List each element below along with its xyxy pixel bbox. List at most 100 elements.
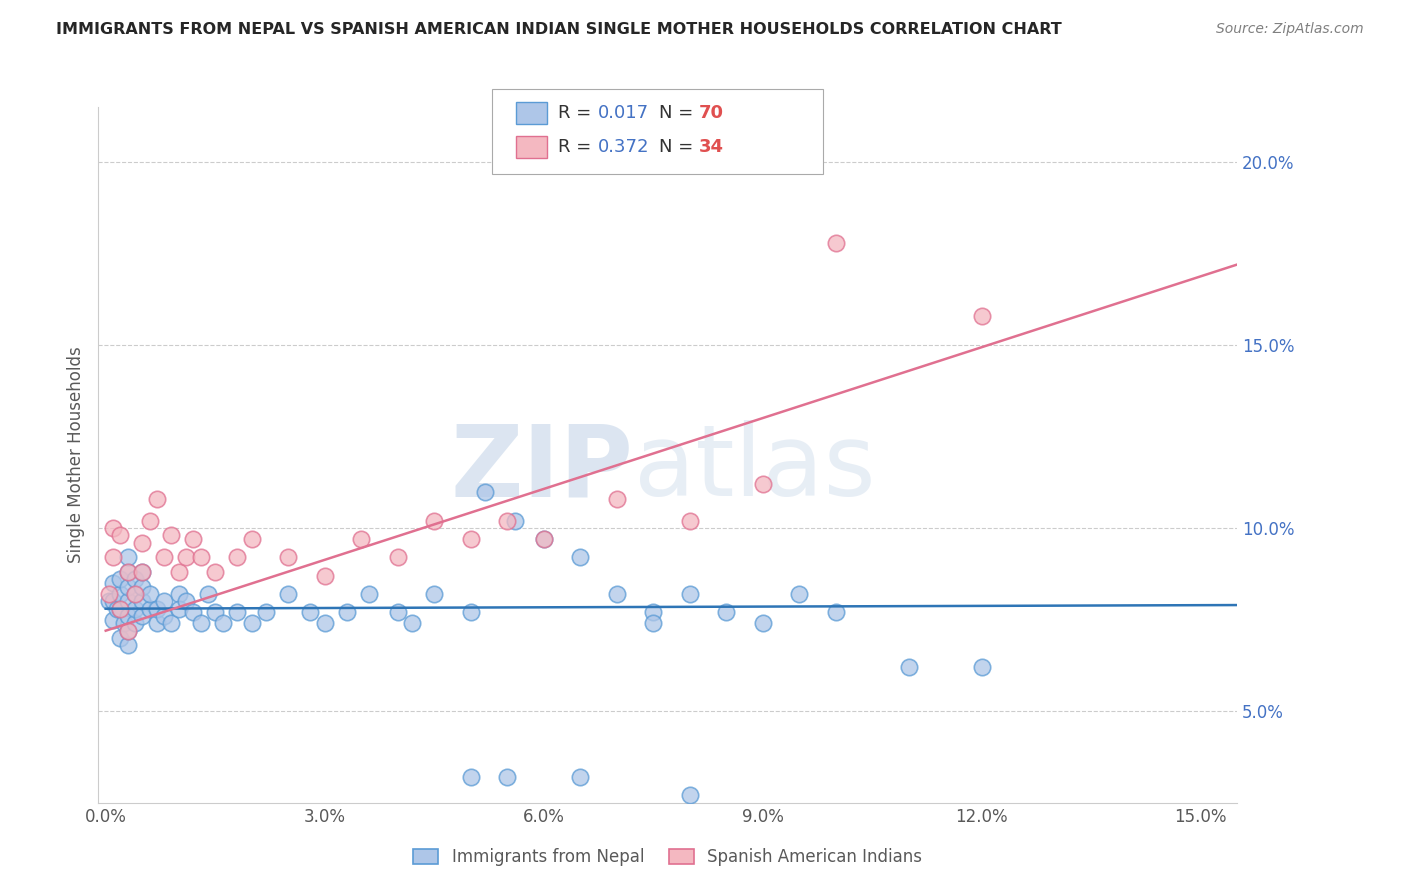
Point bbox=[679, 587, 702, 601]
Point bbox=[387, 606, 409, 620]
Point bbox=[153, 550, 176, 565]
Point bbox=[496, 770, 519, 784]
Point bbox=[117, 609, 139, 624]
Text: 70: 70 bbox=[699, 104, 724, 122]
Point bbox=[117, 550, 139, 565]
Point bbox=[350, 532, 373, 546]
Point bbox=[117, 624, 139, 638]
Point bbox=[569, 550, 592, 565]
Point bbox=[138, 601, 160, 615]
Legend: Immigrants from Nepal, Spanish American Indians: Immigrants from Nepal, Spanish American … bbox=[405, 839, 931, 874]
Point bbox=[606, 587, 628, 601]
Point bbox=[124, 601, 146, 615]
Point bbox=[423, 514, 446, 528]
Point bbox=[240, 532, 263, 546]
Point bbox=[897, 660, 920, 674]
Point bbox=[970, 309, 993, 323]
Point bbox=[824, 606, 846, 620]
Point bbox=[98, 594, 121, 608]
Point bbox=[138, 514, 160, 528]
Point bbox=[204, 565, 226, 579]
Point bbox=[131, 565, 153, 579]
Point bbox=[357, 587, 380, 601]
Point bbox=[160, 616, 183, 631]
Text: ZIP: ZIP bbox=[451, 420, 634, 517]
Point bbox=[643, 606, 665, 620]
Point bbox=[401, 616, 423, 631]
Point bbox=[153, 594, 176, 608]
Text: N =: N = bbox=[659, 104, 699, 122]
Point bbox=[167, 587, 190, 601]
Point bbox=[314, 616, 336, 631]
Text: R =: R = bbox=[558, 138, 598, 156]
Point bbox=[101, 550, 124, 565]
Point bbox=[146, 601, 169, 615]
Point bbox=[679, 789, 702, 803]
Point bbox=[183, 606, 205, 620]
Point bbox=[110, 587, 132, 601]
Point bbox=[423, 587, 446, 601]
Point bbox=[131, 609, 153, 624]
Point bbox=[190, 550, 212, 565]
Point bbox=[211, 616, 233, 631]
Text: Source: ZipAtlas.com: Source: ZipAtlas.com bbox=[1216, 22, 1364, 37]
Point bbox=[679, 514, 702, 528]
Y-axis label: Single Mother Households: Single Mother Households bbox=[66, 347, 84, 563]
Point bbox=[716, 606, 738, 620]
Point bbox=[131, 580, 153, 594]
Point bbox=[277, 550, 299, 565]
Point bbox=[174, 550, 197, 565]
Text: 34: 34 bbox=[699, 138, 724, 156]
Point bbox=[606, 491, 628, 506]
Point bbox=[117, 638, 139, 652]
Point bbox=[117, 580, 139, 594]
Point bbox=[98, 587, 121, 601]
Point bbox=[110, 631, 132, 645]
Point bbox=[110, 528, 132, 542]
Point bbox=[970, 660, 993, 674]
Text: atlas: atlas bbox=[634, 420, 876, 517]
Point bbox=[110, 601, 132, 615]
Point bbox=[110, 573, 132, 587]
Point bbox=[124, 587, 146, 601]
Point bbox=[117, 624, 139, 638]
Point bbox=[503, 514, 526, 528]
Text: R =: R = bbox=[558, 104, 598, 122]
Text: 0.372: 0.372 bbox=[598, 138, 650, 156]
Point bbox=[124, 616, 146, 631]
Point bbox=[110, 601, 132, 615]
Point bbox=[146, 616, 169, 631]
Point bbox=[101, 613, 124, 627]
Point bbox=[153, 609, 176, 624]
Point bbox=[787, 587, 810, 601]
Point bbox=[336, 606, 359, 620]
Point bbox=[131, 565, 153, 579]
Point bbox=[569, 770, 592, 784]
Point bbox=[101, 521, 124, 535]
Point bbox=[824, 235, 846, 250]
Point bbox=[167, 601, 190, 615]
Text: N =: N = bbox=[659, 138, 699, 156]
Point bbox=[105, 601, 128, 615]
Point bbox=[387, 550, 409, 565]
Point bbox=[752, 616, 775, 631]
Point bbox=[174, 594, 197, 608]
Point bbox=[101, 576, 124, 591]
Point bbox=[254, 606, 277, 620]
Text: 0.017: 0.017 bbox=[598, 104, 648, 122]
Point bbox=[752, 477, 775, 491]
Point bbox=[124, 587, 146, 601]
Point bbox=[460, 606, 482, 620]
Point bbox=[314, 568, 336, 582]
Point bbox=[131, 594, 153, 608]
Text: IMMIGRANTS FROM NEPAL VS SPANISH AMERICAN INDIAN SINGLE MOTHER HOUSEHOLDS CORREL: IMMIGRANTS FROM NEPAL VS SPANISH AMERICA… bbox=[56, 22, 1062, 37]
Point bbox=[474, 484, 496, 499]
Point bbox=[124, 573, 146, 587]
Point bbox=[117, 594, 139, 608]
Point bbox=[226, 606, 249, 620]
Point bbox=[138, 587, 160, 601]
Point bbox=[460, 532, 482, 546]
Point bbox=[240, 616, 263, 631]
Point bbox=[117, 565, 139, 579]
Point bbox=[226, 550, 249, 565]
